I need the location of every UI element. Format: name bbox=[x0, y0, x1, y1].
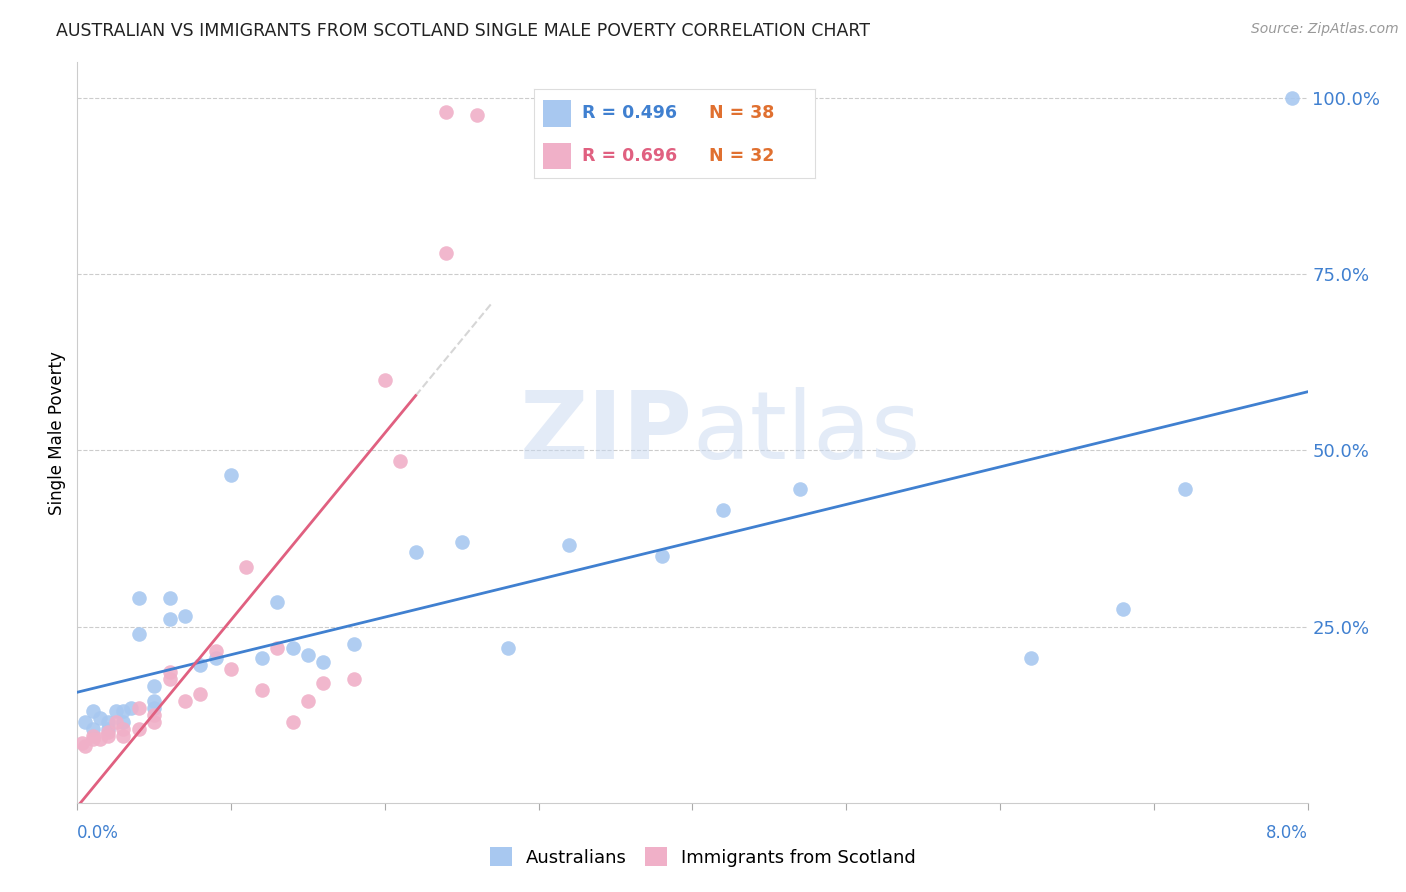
Point bbox=[128, 626, 150, 640]
Point bbox=[128, 700, 150, 714]
Point bbox=[159, 612, 181, 626]
Text: AUSTRALIAN VS IMMIGRANTS FROM SCOTLAND SINGLE MALE POVERTY CORRELATION CHART: AUSTRALIAN VS IMMIGRANTS FROM SCOTLAND S… bbox=[56, 22, 870, 40]
Point bbox=[82, 722, 104, 736]
Point bbox=[73, 714, 96, 729]
Point bbox=[204, 651, 226, 665]
Point bbox=[82, 704, 104, 718]
Point bbox=[219, 662, 242, 676]
Point bbox=[104, 714, 127, 729]
Point bbox=[89, 732, 111, 747]
Point bbox=[1112, 602, 1135, 616]
Point bbox=[496, 640, 519, 655]
Point bbox=[174, 693, 197, 707]
Point bbox=[204, 644, 226, 658]
Point bbox=[651, 549, 673, 563]
Point bbox=[219, 467, 242, 482]
Point bbox=[97, 725, 120, 739]
Text: ZIP: ZIP bbox=[520, 386, 693, 479]
Point bbox=[405, 545, 427, 559]
Point bbox=[250, 651, 273, 665]
Point bbox=[143, 707, 166, 722]
Point bbox=[1281, 91, 1303, 105]
Point bbox=[97, 722, 120, 736]
Point bbox=[436, 104, 458, 119]
Point bbox=[1019, 651, 1042, 665]
Point bbox=[143, 680, 166, 694]
Point bbox=[97, 714, 120, 729]
Point bbox=[558, 538, 581, 552]
Point bbox=[297, 693, 319, 707]
Point bbox=[143, 693, 166, 707]
Point bbox=[82, 729, 104, 743]
Bar bbox=[543, 100, 571, 127]
Text: N = 32: N = 32 bbox=[709, 147, 773, 165]
Point bbox=[128, 591, 150, 606]
Point bbox=[190, 658, 212, 673]
Point bbox=[436, 245, 458, 260]
Point bbox=[89, 711, 111, 725]
Text: N = 38: N = 38 bbox=[709, 104, 773, 122]
Text: R = 0.696: R = 0.696 bbox=[582, 147, 678, 165]
Point bbox=[312, 676, 335, 690]
Text: 8.0%: 8.0% bbox=[1265, 824, 1308, 842]
Point bbox=[159, 665, 181, 680]
Point bbox=[159, 591, 181, 606]
Legend: Australians, Immigrants from Scotland: Australians, Immigrants from Scotland bbox=[482, 840, 924, 874]
Point bbox=[235, 559, 257, 574]
Point bbox=[281, 640, 304, 655]
Point bbox=[190, 686, 212, 700]
Text: 0.0%: 0.0% bbox=[77, 824, 120, 842]
Point bbox=[120, 700, 142, 714]
Point bbox=[143, 700, 166, 714]
Point bbox=[112, 729, 135, 743]
Text: atlas: atlas bbox=[693, 386, 921, 479]
Point bbox=[789, 482, 811, 496]
Point bbox=[73, 739, 96, 754]
Point bbox=[343, 673, 366, 687]
Point bbox=[159, 673, 181, 687]
Point bbox=[143, 714, 166, 729]
Point bbox=[266, 595, 288, 609]
Text: R = 0.496: R = 0.496 bbox=[582, 104, 678, 122]
Point bbox=[281, 714, 304, 729]
Point bbox=[97, 729, 120, 743]
Point bbox=[70, 736, 93, 750]
Point bbox=[112, 704, 135, 718]
Point bbox=[266, 640, 288, 655]
Point bbox=[112, 722, 135, 736]
Point bbox=[104, 704, 127, 718]
Bar bbox=[543, 143, 571, 169]
Y-axis label: Single Male Poverty: Single Male Poverty bbox=[48, 351, 66, 515]
Point bbox=[112, 714, 135, 729]
Point bbox=[250, 683, 273, 698]
Point bbox=[82, 732, 104, 747]
Point bbox=[174, 609, 197, 624]
Point bbox=[312, 655, 335, 669]
Point bbox=[450, 535, 472, 549]
Point bbox=[1174, 482, 1197, 496]
Point bbox=[465, 108, 488, 122]
Text: Source: ZipAtlas.com: Source: ZipAtlas.com bbox=[1251, 22, 1399, 37]
Point bbox=[297, 648, 319, 662]
Point bbox=[711, 503, 734, 517]
Point bbox=[128, 722, 150, 736]
Point bbox=[343, 637, 366, 651]
Point bbox=[389, 454, 412, 468]
Point bbox=[374, 373, 396, 387]
